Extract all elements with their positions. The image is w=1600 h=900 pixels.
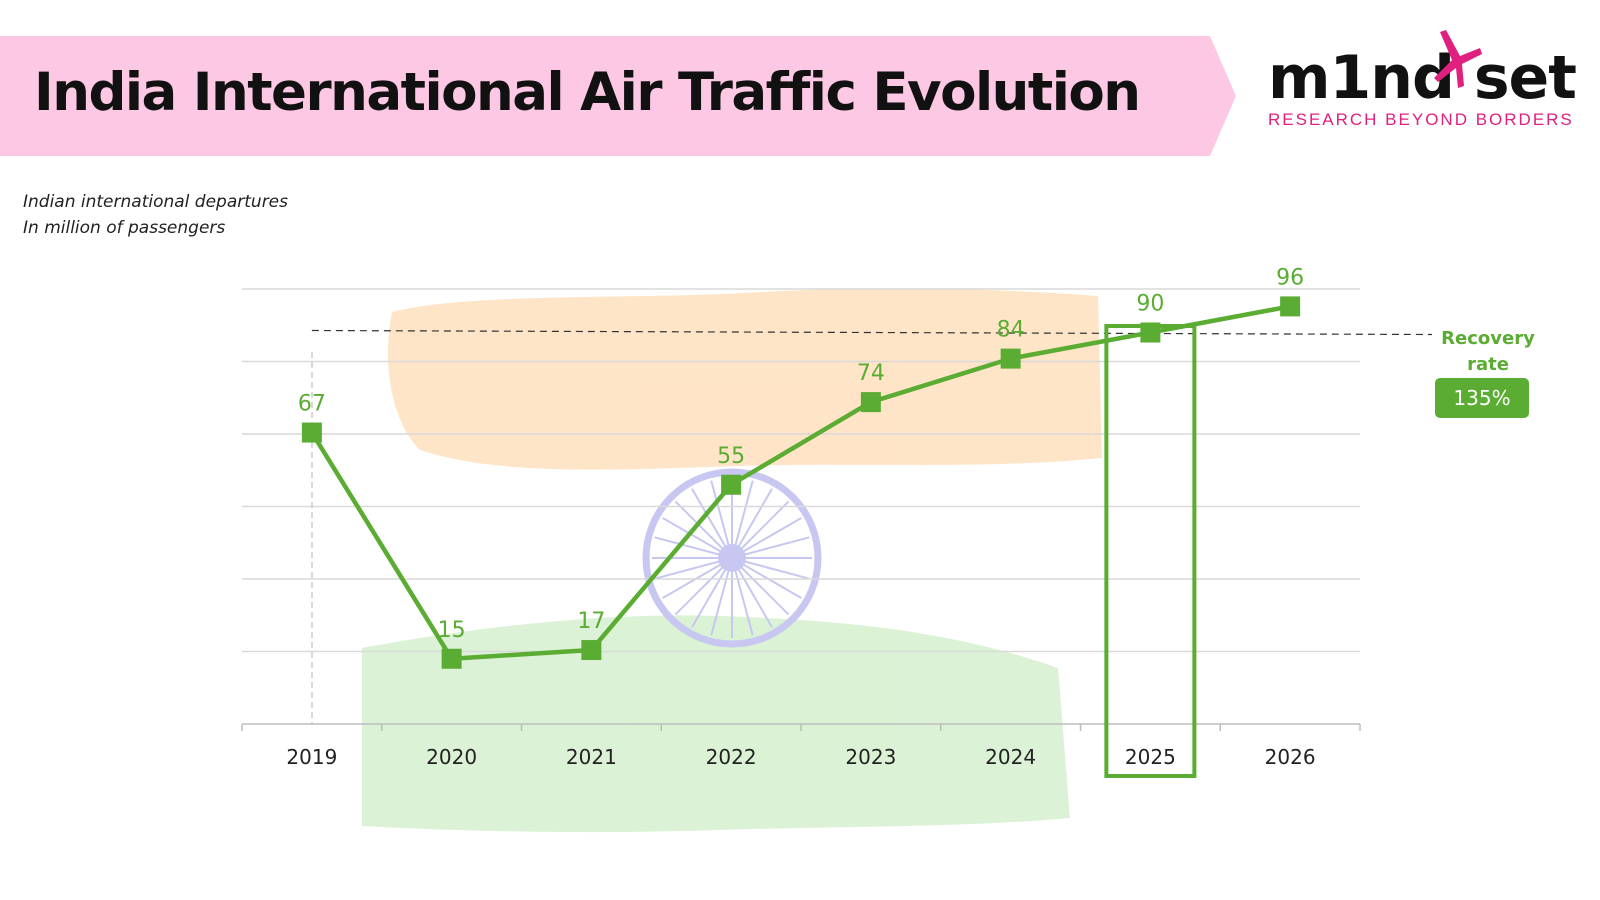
x-tick-label-2022: 2022: [706, 745, 757, 769]
flag-saffron-band: [387, 288, 1103, 470]
chakra-spoke: [674, 557, 733, 616]
chart-subtitle-line2: In million of passengers: [23, 218, 226, 238]
chakra-spoke: [710, 480, 733, 559]
recovery-reference-line: [311, 329, 1433, 336]
data-point-2026: [1280, 296, 1301, 317]
chakra-spoke: [731, 557, 802, 599]
series-line: [309, 304, 1291, 661]
x-tick-label-2019: 2019: [286, 745, 337, 769]
chakra-spoke: [731, 488, 773, 559]
chakra-spoke: [662, 557, 733, 599]
recovery-label-line1: Recovery: [1441, 328, 1535, 349]
chakra-spoke: [731, 557, 810, 580]
recovery-label-line2: rate: [1467, 354, 1509, 375]
data-label-2021: 17: [577, 609, 605, 634]
chakra-spoke: [731, 557, 754, 636]
data-point-2023: [860, 392, 881, 413]
data-point-2022: [721, 474, 742, 495]
chakra-spoke: [654, 557, 733, 580]
chakra-spoke: [731, 557, 790, 616]
data-point-2021: [581, 640, 602, 661]
x-tick-label-2025: 2025: [1125, 745, 1176, 769]
x-tick-label-2024: 2024: [985, 745, 1036, 769]
chakra-spoke: [731, 557, 773, 628]
chart-subtitle-line1: Indian international departures: [23, 192, 289, 212]
logo-tagline: RESEARCH BEYOND BORDERS: [1268, 110, 1574, 129]
x-tick-label-2021: 2021: [566, 745, 617, 769]
data-label-2025: 90: [1136, 292, 1164, 317]
logo: m1nd set RESEARCH BEYOND BORDERS: [1268, 30, 1588, 134]
bird-icon: [1434, 30, 1482, 88]
highlight-box-2025: [1104, 324, 1197, 778]
data-label-2023: 74: [857, 361, 885, 386]
chakra-spoke: [691, 488, 733, 559]
data-label-2022: 55: [717, 444, 745, 469]
data-label-2020: 15: [438, 618, 466, 643]
chakra-spoke: [731, 536, 810, 559]
data-label-2019: 67: [298, 392, 326, 417]
chakra-spoke: [674, 500, 733, 559]
data-point-2024: [1000, 348, 1021, 369]
recovery-rate-badge: 135%: [1435, 378, 1529, 418]
recovery-rate-label: Recovery rate: [1416, 326, 1560, 378]
data-label-2024: 84: [997, 318, 1025, 343]
page-title: India International Air Traffic Evolutio…: [34, 62, 1141, 123]
data-point-2020: [441, 648, 462, 669]
chakra-spoke: [710, 557, 733, 636]
x-tick-label-2026: 2026: [1265, 745, 1316, 769]
x-tick-label-2023: 2023: [845, 745, 896, 769]
data-point-2019: [301, 422, 322, 443]
chakra-spoke: [731, 517, 802, 559]
x-tick-label-2020: 2020: [426, 745, 477, 769]
chakra-spoke: [662, 517, 733, 559]
chakra-spoke: [654, 536, 733, 559]
chakra-spoke: [731, 500, 790, 559]
logo-wordmark: m1nd set: [1268, 43, 1577, 113]
data-label-2026: 96: [1276, 265, 1304, 290]
title-banner-shape: [0, 36, 1236, 156]
title-banner: [0, 36, 1236, 156]
chakra-spoke: [731, 480, 754, 559]
chakra-spoke: [691, 557, 733, 628]
